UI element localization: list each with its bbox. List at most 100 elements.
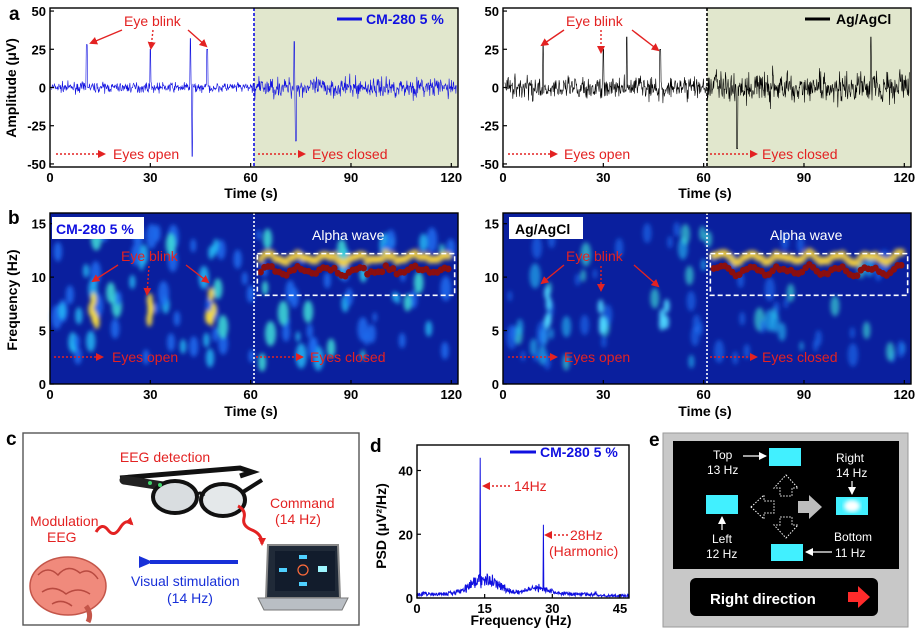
y-axis-title: Amplitude (μV) — [3, 38, 19, 138]
spectral-blob — [516, 318, 524, 335]
spectral-blob — [688, 354, 695, 369]
spectral-blob — [403, 293, 412, 312]
blink-arrow-1 — [540, 264, 565, 285]
x-tick-label: 120 — [893, 387, 915, 402]
x-tick-label: 60 — [696, 387, 710, 402]
spectral-blob — [739, 311, 746, 326]
psd-trace — [416, 457, 630, 599]
modulation-wave-arrow — [94, 516, 134, 535]
spectral-blob — [75, 307, 83, 325]
tag-box — [509, 217, 583, 239]
y-tick-label: 0 — [406, 591, 413, 606]
spectral-blob — [165, 233, 176, 256]
spectral-blob — [289, 287, 299, 309]
spectral-blob — [173, 310, 181, 327]
spectral-blob — [592, 268, 598, 280]
result-banner — [690, 578, 878, 616]
x-tick-label: 90 — [344, 170, 358, 185]
x-tick-label: 120 — [440, 170, 462, 185]
spectral-blob — [153, 224, 161, 242]
blink-arrow-3 — [187, 29, 208, 48]
x-tick-label: 30 — [596, 387, 610, 402]
spectral-blob — [357, 317, 369, 342]
laptop-image — [257, 544, 349, 611]
eyes-closed-label: Eyes closed — [312, 146, 387, 162]
y-tick-label: 25 — [485, 42, 499, 57]
spectral-blob — [520, 350, 526, 362]
peak-28hz-harmonic-label: (Harmonic) — [549, 543, 618, 559]
right-label: Right — [836, 451, 865, 465]
x-tick-label: 0 — [46, 387, 53, 402]
blink-arrow-3 — [185, 264, 210, 284]
x-tick-label: 30 — [143, 387, 157, 402]
alpha-band-segment — [389, 265, 397, 272]
left-label: Left — [712, 532, 733, 546]
y-tick-label: 10 — [32, 270, 46, 285]
blink-arrow-2 — [143, 265, 152, 296]
spectral-blob — [764, 277, 775, 302]
result-label: Right direction — [710, 591, 816, 608]
spectral-blob — [580, 269, 586, 282]
spectral-blob — [212, 327, 219, 342]
spectral-blob — [213, 278, 223, 300]
alpha-wave-label: Alpha wave — [312, 227, 385, 243]
spectral-blob — [601, 335, 607, 348]
y-tick-label: 0 — [39, 81, 46, 96]
spectral-blob — [667, 235, 673, 249]
spectral-blob — [190, 238, 197, 253]
spectral-blob — [154, 302, 160, 314]
spectral-blob — [440, 276, 452, 302]
eyes-open-label: Eyes open — [113, 146, 179, 162]
spectral-blob — [74, 346, 82, 365]
eyes-open-label: Eyes open — [564, 349, 630, 365]
visual-stimulation-freq-label: (14 Hz) — [167, 590, 213, 606]
spectral-blob — [897, 340, 905, 358]
spectral-blob — [778, 322, 787, 342]
x-tick-label: 90 — [797, 387, 811, 402]
panel-label-c: c — [6, 429, 17, 450]
spectral-blob — [536, 321, 548, 347]
panel-label-d: d — [370, 436, 382, 457]
tag-label-cm280: CM-280 5 % — [56, 221, 134, 237]
blink-arrow-1 — [540, 29, 565, 47]
y-tick-label: 50 — [32, 4, 46, 19]
left-freq: 12 Hz — [706, 547, 737, 561]
spectral-blob — [166, 333, 175, 352]
y-axis-title: Frequency (Hz) — [4, 249, 20, 350]
spectral-blob — [548, 328, 554, 340]
spectral-blob — [205, 348, 215, 368]
spectral-blob — [386, 229, 396, 252]
x-tick-label: 0 — [46, 170, 53, 185]
spectral-blob — [367, 324, 376, 344]
x-axis-title: Time (s) — [224, 185, 277, 201]
alpha-halo — [897, 248, 906, 257]
alpha-band-segment — [445, 265, 452, 273]
target-bottom — [771, 544, 803, 561]
x-tick-label: 30 — [143, 170, 157, 185]
direction-control-screen: Top 13 Hz Right 14 Hz Left 12 Hz Bottom … — [662, 432, 909, 628]
spectral-blob — [326, 338, 336, 358]
spectral-blob — [614, 238, 624, 258]
spectral-blob — [213, 238, 219, 252]
blink-energy — [147, 303, 154, 318]
y-tick-label: 0 — [492, 81, 499, 96]
blink-energy — [597, 299, 604, 314]
spectral-blob — [704, 231, 713, 248]
spectral-blob — [886, 342, 895, 362]
spectral-blob — [773, 301, 780, 315]
spectral-blob — [786, 283, 795, 302]
spectral-blob — [256, 229, 261, 241]
spectral-blob — [158, 280, 169, 306]
y-tick-label: -50 — [480, 157, 499, 172]
x-tick-label: 30 — [545, 601, 559, 616]
blink-energy — [208, 287, 215, 302]
blink-energy — [210, 302, 217, 317]
spectral-blob — [131, 243, 141, 266]
spectral-blob — [732, 351, 739, 365]
blink-arrow-2 — [147, 29, 156, 50]
spectral-blob — [862, 321, 871, 340]
spectral-blob — [246, 285, 255, 303]
spectral-blob — [114, 290, 122, 306]
alpha-band-segment — [853, 272, 861, 279]
right-freq: 14 Hz — [836, 466, 867, 480]
